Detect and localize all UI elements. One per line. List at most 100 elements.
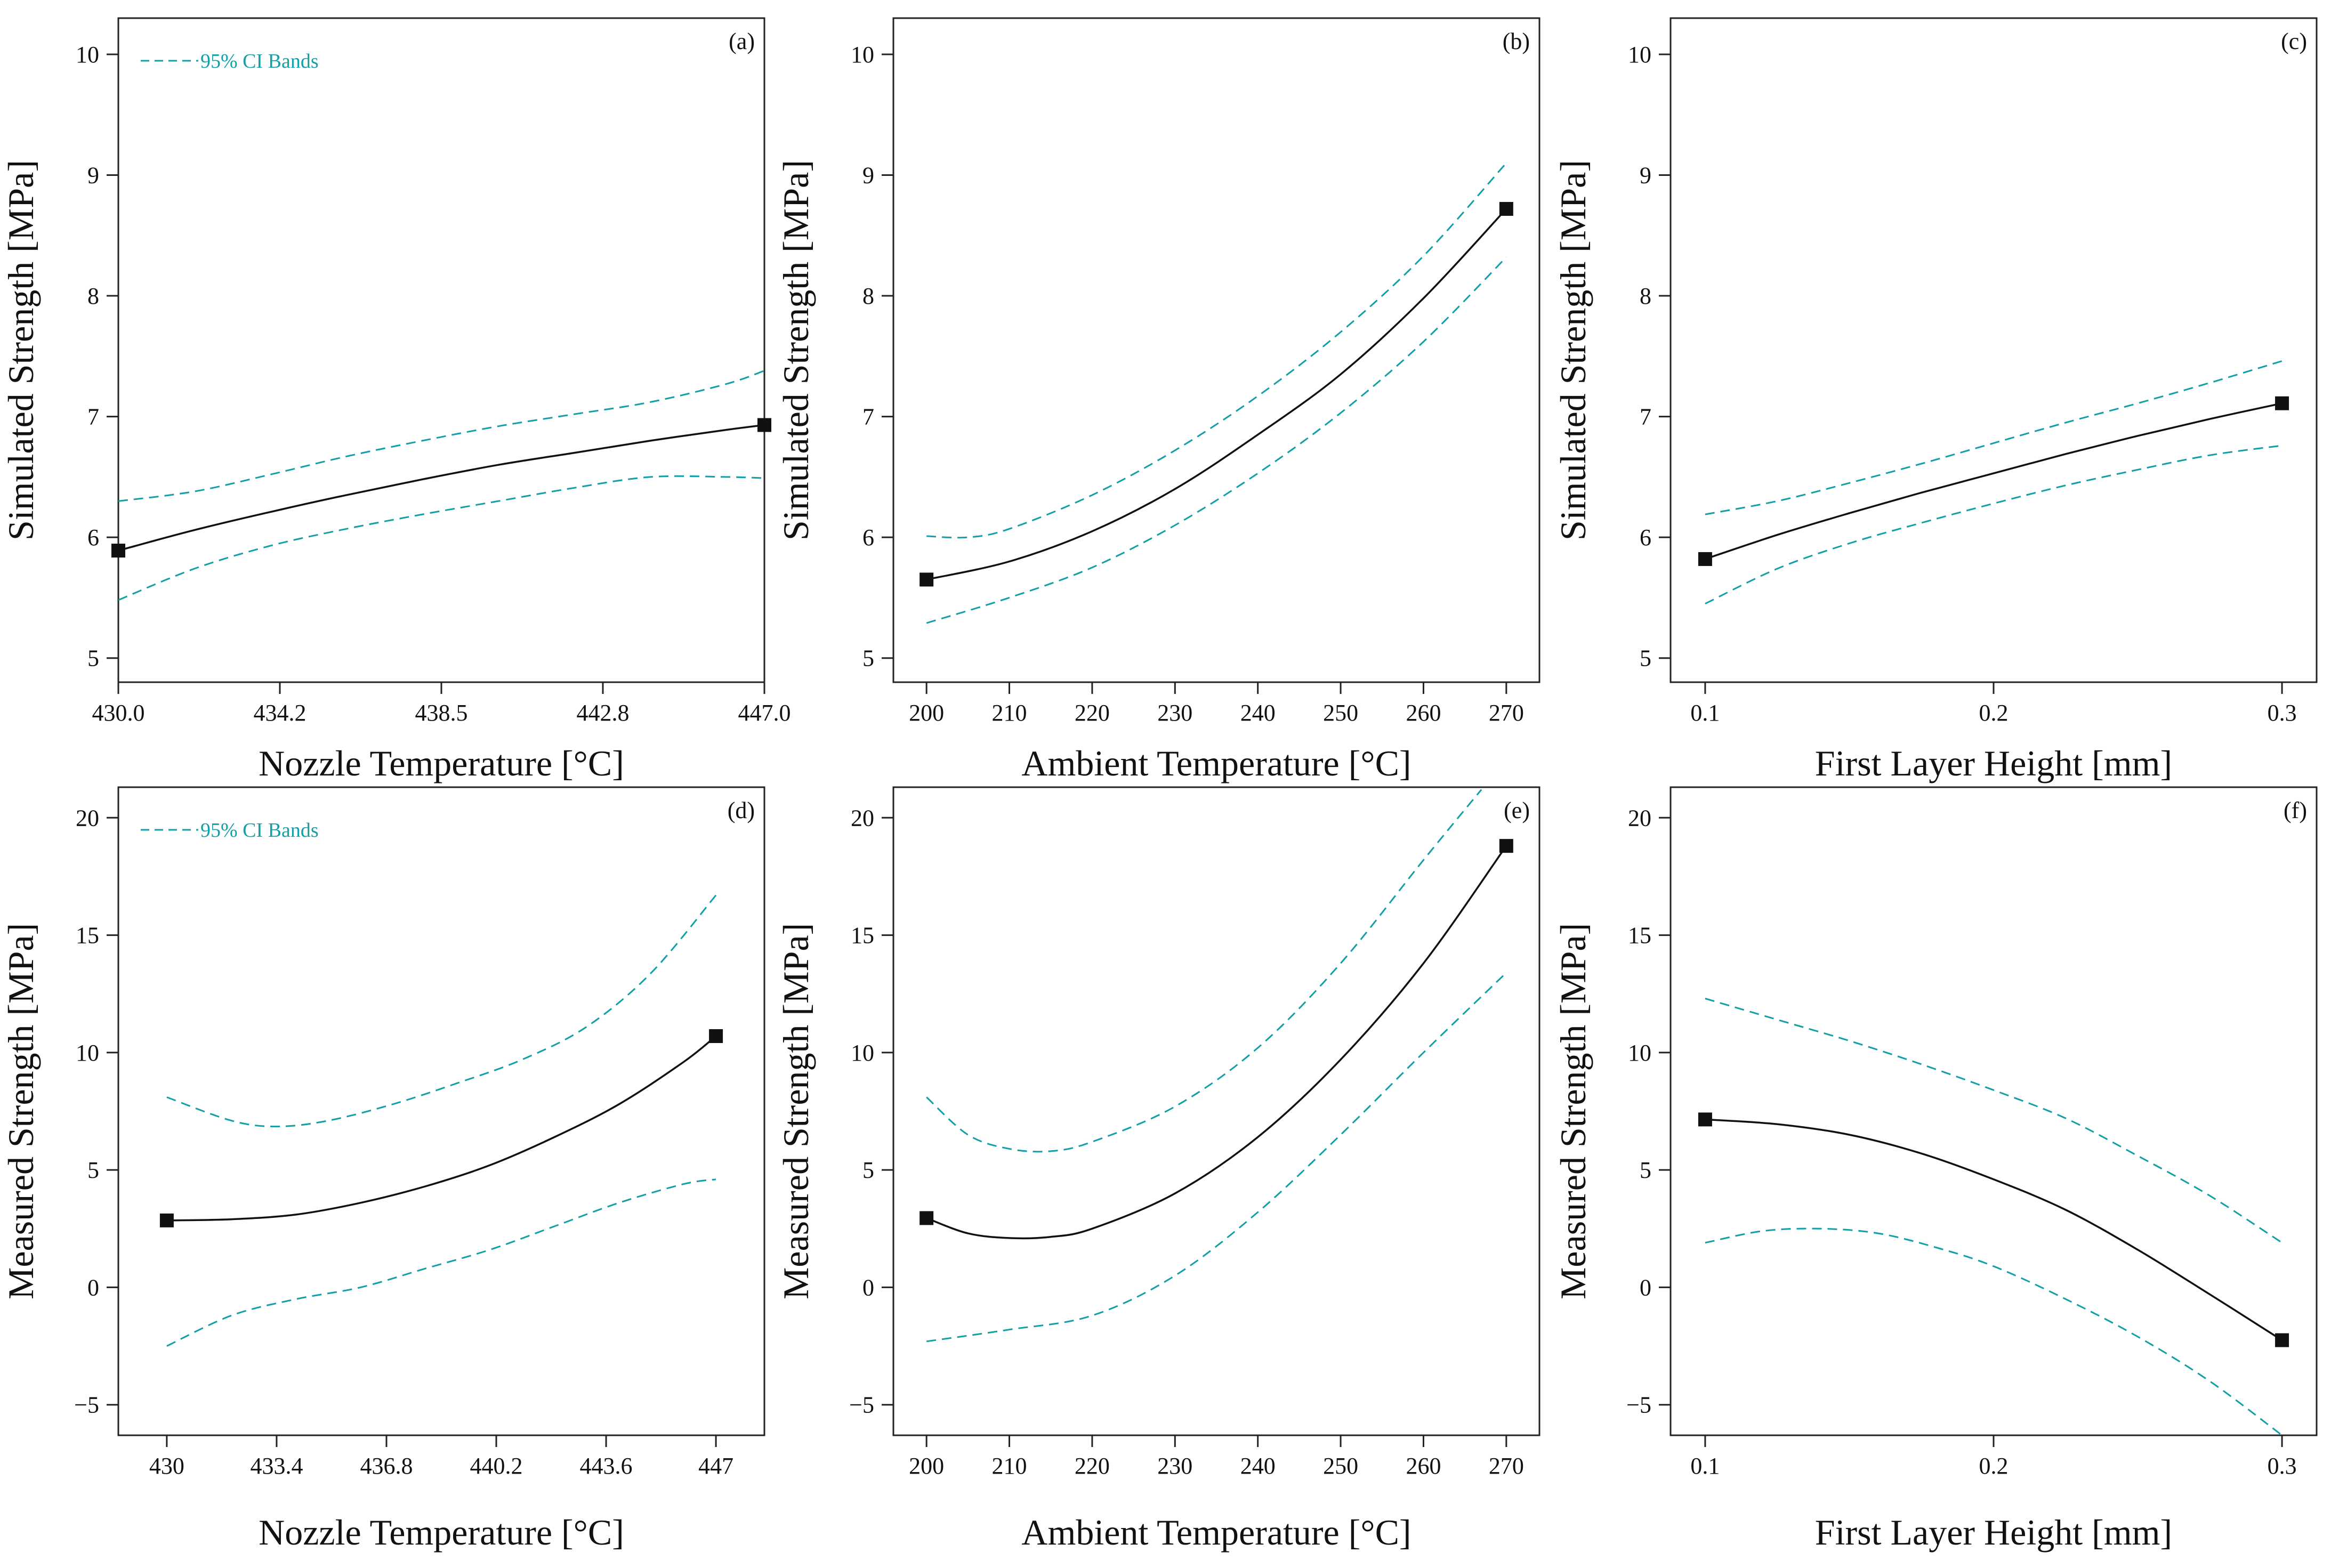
panel-f: 0.1 0.2 0.3 −5 0 5 10 15 20 First Layer Height [m… [1553, 786, 2318, 1553]
x-tick-label: 270 [1489, 700, 1524, 726]
x-tick-label: 447.0 [738, 700, 791, 726]
fit-line [1705, 1118, 2283, 1341]
y-axis-title: Measured Strength [MPa] [776, 923, 816, 1299]
x-tick-label: 447 [698, 1453, 733, 1479]
y-tick-label: 7 [87, 404, 99, 430]
x-tick-label: 220 [1075, 1453, 1110, 1479]
panel-tag: (b) [1503, 28, 1530, 54]
fit-line [926, 845, 1507, 1240]
y-tick-label: 0 [1640, 1274, 1651, 1300]
y-axis-title: Measured Strength [MPa] [1, 923, 41, 1299]
fit-line [926, 208, 1507, 581]
series-group [1705, 360, 2282, 605]
x-tick-label: 0.2 [1979, 700, 2009, 726]
panel-a: 430.0 434.2 438.5 442.8 447.0 5 6 7 8 9 10 Nozzle T… [1, 17, 791, 783]
ci-upper-line [1705, 998, 2282, 1243]
panel-d: 430 433.4 436.8 440.2 443.6 447 −5 0 5 10 15 20 Nozz… [1, 786, 765, 1553]
x-tick-label: 220 [1075, 700, 1110, 726]
x-tick-label: 0.1 [1690, 700, 1720, 726]
y-tick-label: 15 [851, 923, 874, 949]
data-point-marker [159, 1213, 174, 1227]
x-tick-label: 0.2 [1979, 1453, 2009, 1479]
y-tick-label: 6 [1640, 524, 1651, 551]
y-tick-label: 8 [862, 283, 874, 309]
y-tick-label: 5 [87, 1157, 99, 1183]
x-tick-label: 0.1 [1690, 1453, 1720, 1479]
panel-tag: (a) [729, 28, 755, 54]
ci-lower-line [166, 1178, 716, 1347]
x-axis-title: Ambient Temperature [°C] [1021, 743, 1411, 783]
series-group [166, 894, 717, 1347]
x-tick-label: 430 [149, 1453, 184, 1479]
data-point-marker [709, 1029, 723, 1044]
data-point-marker [1499, 839, 1513, 853]
plot-frame [892, 786, 1540, 1436]
x-tick-label: 210 [992, 1453, 1027, 1479]
ci-upper-line [926, 789, 1482, 1153]
y-tick-label: 6 [862, 524, 874, 551]
ci-lower-line [926, 256, 1507, 624]
plot-frame [892, 17, 1540, 683]
y-tick-label: 10 [851, 42, 874, 68]
y-tick-label: −5 [849, 1392, 874, 1418]
x-tick-label: 260 [1406, 700, 1441, 726]
ci-upper-line [926, 162, 1507, 539]
y-tick-label: 15 [1628, 923, 1651, 949]
x-axis-title: Nozzle Temperature [°C] [259, 1512, 624, 1553]
y-tick-label: 15 [76, 923, 99, 949]
x-tick-label: 436.8 [360, 1453, 413, 1479]
y-tick-label: 5 [1640, 645, 1651, 672]
ci-lower-line [118, 475, 764, 601]
y-tick-label: 9 [862, 163, 874, 189]
y-tick-label: 0 [87, 1274, 99, 1300]
x-tick-label: 438.5 [415, 700, 468, 726]
y-tick-label: 10 [1628, 42, 1651, 68]
panel-b: 200 210 220 230 240 250 260 270 5 6 7 8 9 10 Ambient T… [776, 17, 1540, 783]
x-tick-label: 0.3 [2268, 700, 2297, 726]
data-point-marker [2275, 396, 2289, 410]
series-group [926, 162, 1507, 624]
x-tick-label: 230 [1157, 700, 1192, 726]
ci-upper-line [118, 370, 764, 502]
data-point-marker [2275, 1333, 2289, 1347]
x-tick-label: 0.3 [2268, 1453, 2297, 1479]
x-tick-label: 200 [909, 1453, 944, 1479]
legend-label: 95% CI Bands [200, 50, 319, 72]
y-tick-label: 20 [1628, 805, 1651, 831]
y-tick-label: 20 [76, 805, 99, 831]
x-axis-title: Nozzle Temperature [°C] [259, 743, 624, 783]
y-axis-title: Simulated Strength [MPa] [1553, 160, 1593, 540]
ci-upper-line [166, 894, 717, 1128]
series-group [926, 789, 1507, 1343]
panel-tag: (c) [2281, 28, 2307, 54]
x-axis-title: Ambient Temperature [°C] [1021, 1512, 1411, 1553]
data-point-marker [1499, 201, 1513, 216]
x-tick-label: 434.2 [254, 700, 307, 726]
y-tick-label: 8 [1640, 283, 1651, 309]
x-axis-title: First Layer Height [mm] [1815, 743, 2172, 783]
ci-lower-line [1705, 1227, 2282, 1435]
x-axis-title: First Layer Height [mm] [1815, 1512, 2172, 1553]
panel-tag: (f) [2284, 797, 2307, 823]
y-tick-label: 9 [1640, 163, 1651, 189]
y-axis-title: Simulated Strength [MPa] [776, 160, 816, 540]
plot-frame [117, 786, 765, 1436]
x-tick-label: 210 [992, 700, 1027, 726]
panel-c: 0.1 0.2 0.3 5 6 7 8 9 10 First Layer Height [mm] S… [1553, 17, 2318, 783]
data-point-marker [920, 1211, 934, 1225]
fit-line [118, 424, 764, 552]
fit-line [1705, 402, 2282, 560]
fit-line [166, 1035, 717, 1222]
x-tick-label: 270 [1489, 1453, 1524, 1479]
panel-tag: (e) [1504, 797, 1530, 823]
x-tick-label: 240 [1240, 1453, 1276, 1479]
series-group [118, 370, 764, 601]
x-tick-label: 443.6 [580, 1453, 633, 1479]
panel-e: 200 210 220 230 240 250 260 270 −5 0 5 10 15 20 Ambien… [776, 786, 1540, 1553]
y-tick-label: 10 [76, 42, 99, 68]
y-tick-label: 5 [87, 645, 99, 672]
y-tick-label: 8 [87, 283, 99, 309]
y-tick-label: −5 [1626, 1392, 1651, 1418]
x-tick-label: 430.0 [92, 700, 145, 726]
